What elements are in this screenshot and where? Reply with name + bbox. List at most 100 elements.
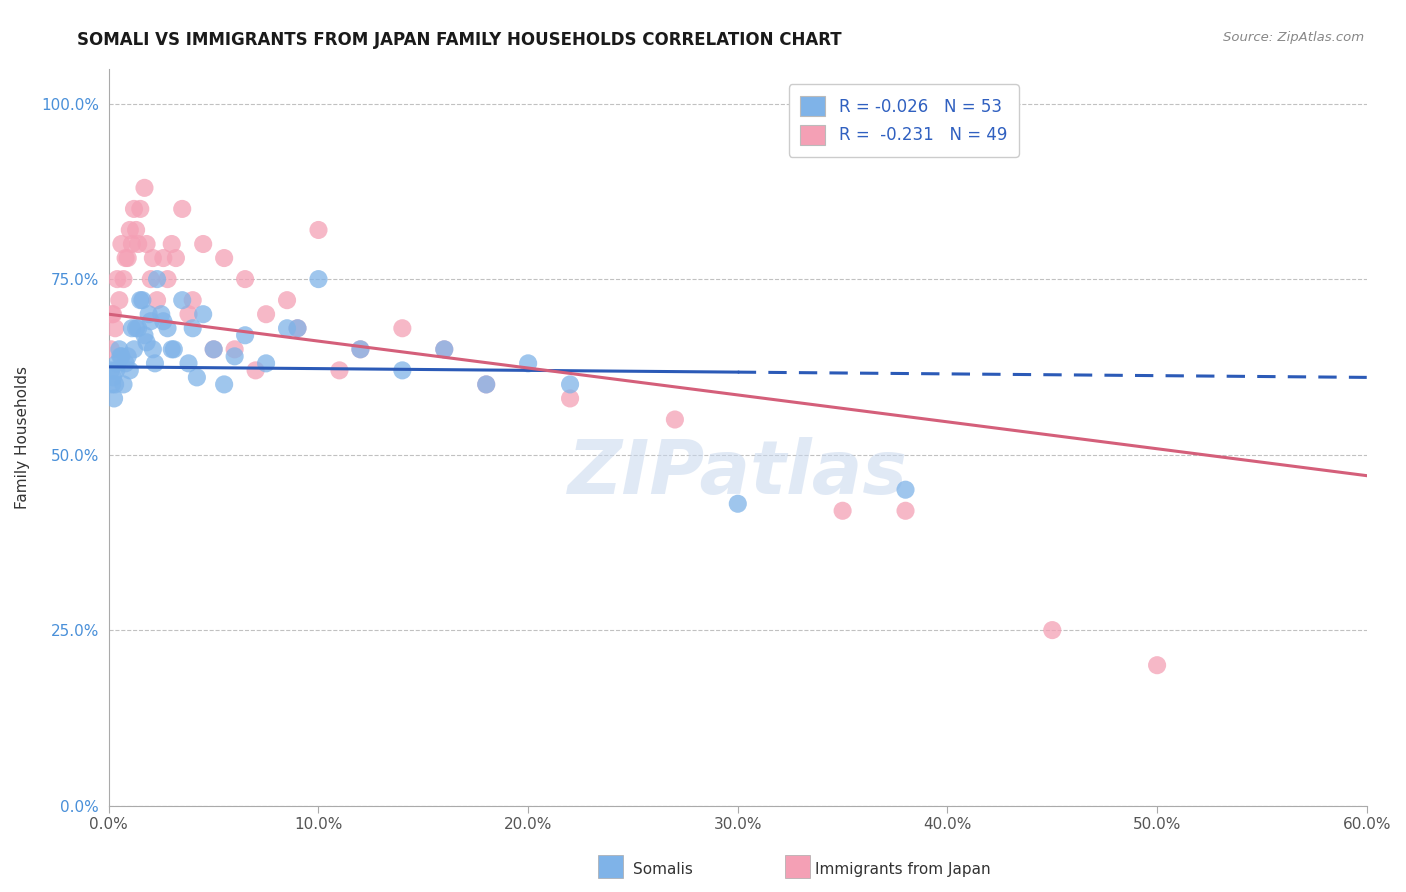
- Point: [177, 307, 200, 321]
- Point: [152, 314, 174, 328]
- Point: [101, 377, 124, 392]
- Point: [212, 377, 235, 392]
- Point: [391, 321, 413, 335]
- Point: [433, 343, 456, 357]
- Point: [558, 392, 581, 406]
- Point: [105, 272, 128, 286]
- Point: [224, 343, 246, 357]
- Point: [172, 293, 194, 308]
- Point: [202, 343, 225, 357]
- Point: [245, 363, 267, 377]
- Point: [517, 356, 540, 370]
- Point: [134, 328, 156, 343]
- Point: [101, 307, 124, 321]
- Point: [894, 483, 917, 497]
- Point: [101, 307, 124, 321]
- Point: [114, 356, 136, 370]
- Point: [181, 293, 204, 308]
- Point: [129, 293, 152, 308]
- Point: [160, 343, 183, 357]
- Point: [156, 272, 179, 286]
- Point: [125, 223, 148, 237]
- Point: [129, 202, 152, 216]
- Point: [831, 504, 853, 518]
- Point: [127, 237, 149, 252]
- Point: [308, 223, 330, 237]
- Point: [117, 349, 139, 363]
- Point: [100, 343, 122, 357]
- Point: [186, 370, 208, 384]
- Point: [349, 343, 371, 357]
- Point: [276, 321, 298, 335]
- Point: [165, 251, 187, 265]
- Point: [108, 293, 131, 308]
- Point: [202, 343, 225, 357]
- Point: [146, 272, 169, 286]
- Point: [1040, 623, 1063, 637]
- Point: [105, 356, 128, 370]
- Point: [233, 272, 256, 286]
- Point: [254, 307, 277, 321]
- Point: [181, 321, 204, 335]
- Point: [727, 497, 749, 511]
- Point: [134, 181, 156, 195]
- Point: [664, 412, 686, 426]
- Point: [122, 202, 145, 216]
- Point: [138, 307, 160, 321]
- Point: [104, 377, 127, 392]
- Legend: R = -0.026   N = 53, R =  -0.231   N = 49: R = -0.026 N = 53, R = -0.231 N = 49: [789, 84, 1019, 157]
- Point: [391, 363, 413, 377]
- Point: [163, 343, 186, 357]
- Text: Source: ZipAtlas.com: Source: ZipAtlas.com: [1223, 31, 1364, 45]
- Point: [287, 321, 309, 335]
- Text: Immigrants from Japan: Immigrants from Japan: [815, 863, 991, 877]
- Point: [108, 343, 131, 357]
- Point: [114, 251, 136, 265]
- Point: [100, 363, 122, 377]
- Point: [112, 377, 135, 392]
- Text: Somalis: Somalis: [633, 863, 693, 877]
- Text: SOMALI VS IMMIGRANTS FROM JAPAN FAMILY HOUSEHOLDS CORRELATION CHART: SOMALI VS IMMIGRANTS FROM JAPAN FAMILY H…: [77, 31, 842, 49]
- Point: [254, 356, 277, 370]
- Point: [110, 237, 132, 252]
- Point: [135, 335, 157, 350]
- Point: [142, 343, 165, 357]
- Point: [101, 370, 124, 384]
- Point: [105, 363, 128, 377]
- Point: [276, 293, 298, 308]
- Point: [224, 349, 246, 363]
- Point: [156, 321, 179, 335]
- Point: [117, 251, 139, 265]
- Point: [127, 321, 149, 335]
- Point: [142, 251, 165, 265]
- Point: [150, 307, 173, 321]
- Point: [139, 314, 162, 328]
- Point: [135, 237, 157, 252]
- Point: [160, 237, 183, 252]
- Point: [177, 356, 200, 370]
- Point: [110, 349, 132, 363]
- Point: [131, 293, 153, 308]
- Point: [110, 349, 132, 363]
- Point: [233, 328, 256, 343]
- Point: [125, 321, 148, 335]
- Point: [112, 272, 135, 286]
- Text: ZIPatlas: ZIPatlas: [568, 437, 908, 510]
- Point: [143, 356, 166, 370]
- Point: [193, 237, 215, 252]
- Point: [103, 392, 125, 406]
- Point: [152, 251, 174, 265]
- Point: [475, 377, 498, 392]
- Point: [122, 343, 145, 357]
- Point: [172, 202, 194, 216]
- Point: [212, 251, 235, 265]
- Point: [328, 363, 350, 377]
- Point: [193, 307, 215, 321]
- Point: [104, 321, 127, 335]
- Point: [349, 343, 371, 357]
- Point: [308, 272, 330, 286]
- Point: [146, 293, 169, 308]
- Point: [894, 504, 917, 518]
- Point: [118, 363, 141, 377]
- Point: [475, 377, 498, 392]
